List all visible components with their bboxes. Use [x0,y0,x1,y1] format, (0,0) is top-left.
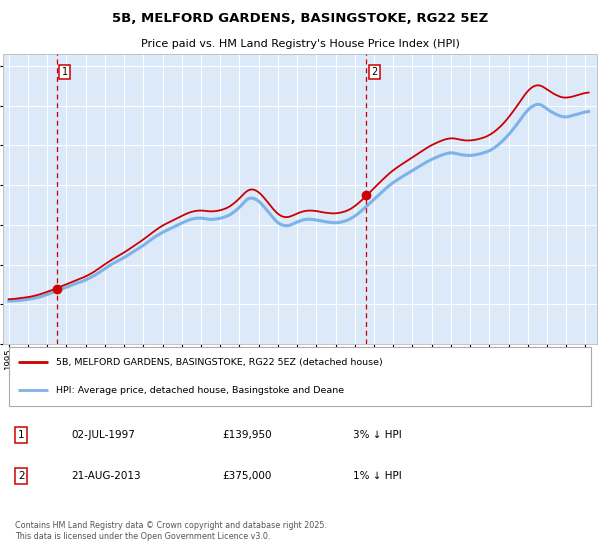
Text: 21-AUG-2013: 21-AUG-2013 [71,471,141,481]
Text: 2: 2 [371,67,377,77]
Text: 1% ↓ HPI: 1% ↓ HPI [353,471,402,481]
Text: Contains HM Land Registry data © Crown copyright and database right 2025.
This d: Contains HM Land Registry data © Crown c… [15,521,327,541]
Text: 1: 1 [18,431,25,440]
Text: HPI: Average price, detached house, Basingstoke and Deane: HPI: Average price, detached house, Basi… [56,386,344,395]
Text: £375,000: £375,000 [223,471,272,481]
Text: 5B, MELFORD GARDENS, BASINGSTOKE, RG22 5EZ (detached house): 5B, MELFORD GARDENS, BASINGSTOKE, RG22 5… [56,358,383,367]
FancyBboxPatch shape [9,347,591,405]
Text: 3% ↓ HPI: 3% ↓ HPI [353,431,402,440]
Text: 1: 1 [62,67,68,77]
Text: 5B, MELFORD GARDENS, BASINGSTOKE, RG22 5EZ: 5B, MELFORD GARDENS, BASINGSTOKE, RG22 5… [112,12,488,25]
Text: 2: 2 [18,471,25,481]
Text: £139,950: £139,950 [223,431,272,440]
Text: Price paid vs. HM Land Registry's House Price Index (HPI): Price paid vs. HM Land Registry's House … [140,39,460,49]
Text: 02-JUL-1997: 02-JUL-1997 [71,431,135,440]
